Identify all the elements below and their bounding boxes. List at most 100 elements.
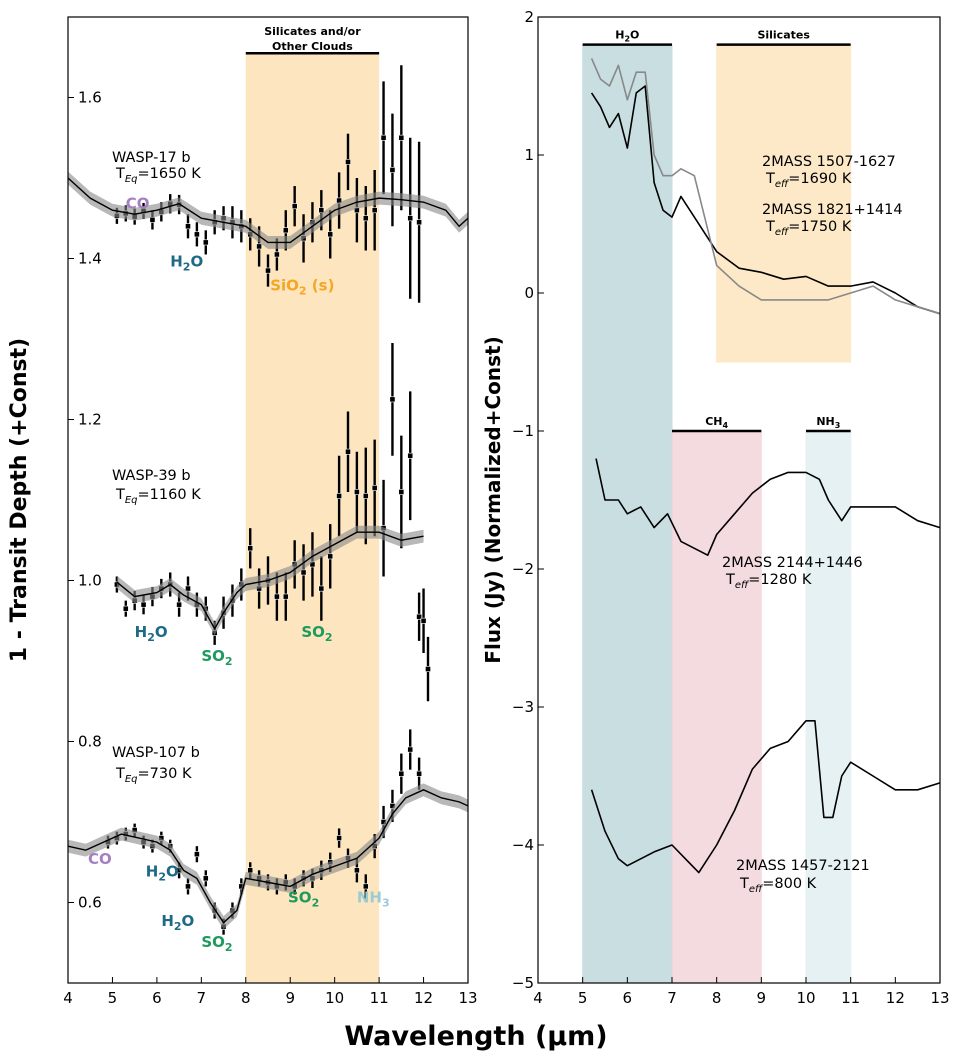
y-tick-label: −1 [512, 422, 534, 440]
y-tick-label: −2 [512, 560, 534, 578]
data-point [398, 770, 405, 777]
left-panel: Silicates and/or Other Clouds CO H2O SiO2 … [7, 16, 478, 1008]
y-tick-label: 0.6 [78, 894, 102, 912]
data-point [416, 770, 423, 777]
silicate-band-label-2: Other Clouds [272, 40, 353, 53]
model-line [67, 177, 469, 244]
x-axis-label: Wavelength (μm) [344, 1021, 607, 1052]
data-point [345, 159, 351, 165]
x-tick-label: 10 [796, 989, 815, 1007]
data-point [282, 593, 289, 600]
y-tick-label: −3 [512, 698, 534, 716]
data-point [327, 231, 334, 238]
target-name: WASP-107 b [112, 745, 200, 761]
data-point [185, 223, 191, 230]
spectrum-2mass-1457-2121 [590, 719, 941, 874]
model-line [67, 789, 469, 924]
data-point [416, 219, 423, 226]
data-point [362, 215, 369, 222]
y-tick-label: 0 [524, 284, 534, 302]
x-tick-label: 9 [757, 989, 767, 1007]
band-label: Silicates [757, 29, 810, 42]
molecule-label: SO2 [288, 889, 319, 910]
data-point [407, 215, 414, 222]
molecule-label: SO2 [301, 623, 332, 644]
x-tick-label: 8 [712, 989, 722, 1007]
object-name: 2MASS 2144+1446 [722, 555, 863, 571]
molecule-label: SO2 [201, 647, 232, 668]
object-name: 2MASS 1507-1627 [762, 154, 896, 170]
x-tick-label: 9 [285, 989, 295, 1007]
right-bands: H2O Silicates CH4 NH3 [582, 29, 852, 984]
band-label: CH4 [705, 415, 728, 430]
data-point [202, 239, 209, 246]
right-panel: H2O Silicates CH4 NH3 2MASS 1507-1627 Teff=1… [481, 8, 950, 1007]
data-point [185, 883, 191, 890]
data-point [176, 601, 183, 608]
data-point [398, 134, 405, 141]
x-tick-label: 11 [370, 989, 389, 1007]
data-point [398, 489, 405, 495]
x-tick-label: 12 [414, 989, 433, 1007]
data-point [371, 207, 378, 214]
model-line [116, 531, 424, 631]
data-point [318, 585, 325, 592]
x-tick-label: 11 [841, 989, 860, 1007]
series-wasp-107-b-model [67, 783, 469, 930]
y-tick-label: −5 [512, 974, 534, 992]
target-name: WASP-17 b [112, 150, 191, 166]
y-tick-label: 1.2 [78, 411, 102, 429]
molecule-label: H2O [161, 912, 194, 933]
right-y-axis-label: Flux (Jy) (Normalized+Const) [481, 336, 505, 663]
molecule-label: H2O [135, 623, 168, 644]
x-tick-label: 12 [886, 989, 905, 1007]
data-point [420, 617, 427, 624]
data-point [353, 867, 360, 874]
molecule-label: SiO2 (s) [270, 277, 334, 298]
data-point [140, 601, 147, 608]
band-ch4 [671, 430, 762, 984]
data-point [193, 231, 200, 238]
left-ticks: 4 5 6 7 8 9 10 11 12 13 0.6 0.8 1.0 1.2 1.4 1.6 [63, 89, 477, 1008]
data-point [416, 613, 423, 620]
left-axes-frame [67, 16, 469, 984]
data-point [345, 448, 351, 455]
y-tick-label: −4 [512, 836, 534, 854]
molecule-label: SO2 [201, 933, 232, 954]
spectrum-2mass-1821-1414 [590, 58, 941, 315]
data-point [407, 746, 414, 753]
data-point [273, 251, 280, 258]
model-uncertainty [116, 525, 424, 636]
data-point [149, 216, 156, 223]
band-silicates [716, 44, 852, 363]
data-point [247, 545, 254, 552]
x-tick-label: 5 [108, 989, 118, 1007]
data-point [362, 883, 369, 890]
series-wasp-17-b-model [67, 171, 469, 249]
data-point [425, 666, 431, 672]
data-point [362, 493, 369, 499]
band-nh3 [805, 430, 852, 984]
x-tick-label: 7 [667, 989, 677, 1007]
y-tick-label: 1 [524, 146, 534, 164]
data-point [336, 493, 343, 499]
y-tick-label: 1.4 [78, 250, 102, 268]
data-point [265, 267, 271, 274]
molecule-label: H2O [170, 253, 203, 274]
molecule-label: CO [88, 850, 112, 868]
data-point [202, 875, 209, 882]
x-tick-label: 10 [325, 989, 344, 1007]
band-label: NH3 [816, 415, 840, 430]
object-name: 2MASS 1821+1414 [762, 202, 903, 218]
spectrum-2mass-2144-1446 [595, 458, 941, 557]
silicate-band-left [245, 53, 380, 984]
target-temperature: TEq=1160 K [115, 487, 201, 506]
data-point [336, 835, 343, 841]
y-tick-label: 1.6 [78, 89, 102, 107]
data-point [193, 851, 200, 858]
x-tick-label: 6 [623, 989, 633, 1007]
x-tick-label: 13 [458, 989, 477, 1007]
